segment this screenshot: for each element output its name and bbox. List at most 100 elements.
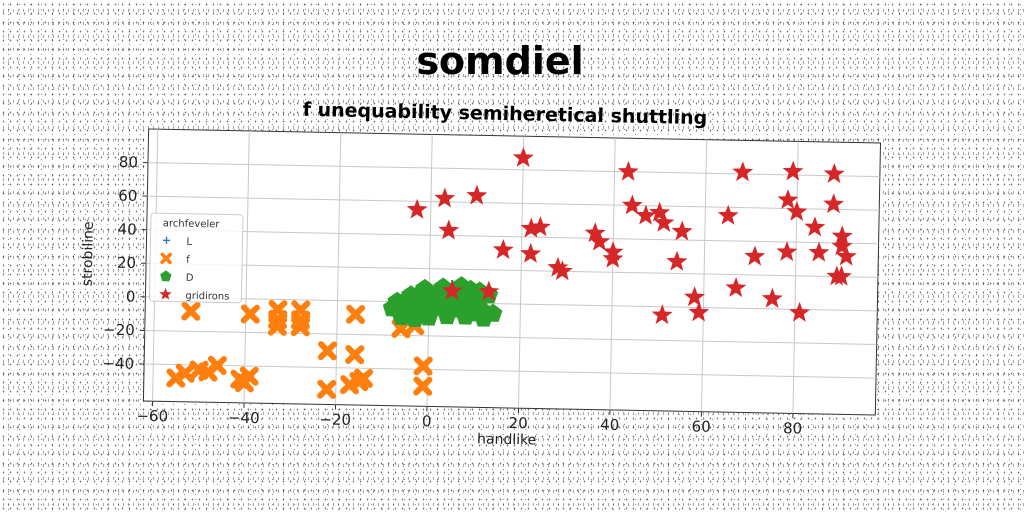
data-point — [512, 146, 534, 168]
data-point — [345, 345, 365, 365]
y-axis-label: strobiline — [80, 221, 97, 286]
x-grid-line — [517, 136, 525, 409]
y-grid-line — [147, 162, 880, 178]
data-point — [239, 366, 259, 386]
x-grid-line — [792, 141, 799, 414]
data-point — [175, 363, 195, 383]
y-grid-line — [145, 296, 878, 312]
x-tick-label: 20 — [508, 414, 527, 432]
y-grid-line — [146, 229, 879, 245]
data-point — [290, 317, 311, 337]
x-tick-label: 40 — [600, 416, 619, 434]
y-grid-line — [147, 195, 880, 211]
data-point — [789, 301, 810, 322]
series-D — [382, 276, 503, 328]
data-point — [584, 222, 606, 243]
data-point — [438, 219, 460, 240]
data-point — [830, 265, 852, 286]
y-tick-label: 60 — [118, 187, 137, 205]
data-point — [651, 304, 673, 325]
data-point — [551, 260, 573, 281]
data-point — [635, 204, 657, 225]
data-point — [804, 216, 826, 237]
y-tick-label: 40 — [117, 220, 136, 238]
data-point — [617, 160, 639, 181]
legend-entry: gridirons — [185, 291, 229, 303]
data-point — [478, 280, 500, 301]
y-tick-label: −20 — [103, 321, 135, 340]
x-grid-line — [700, 139, 708, 412]
data-point — [207, 355, 227, 376]
data-point — [649, 201, 671, 222]
data-point — [786, 200, 808, 221]
data-point — [831, 225, 853, 246]
data-point — [317, 341, 338, 361]
data-point — [776, 241, 798, 262]
x-tick-label: −20 — [319, 410, 351, 429]
data-point — [441, 279, 463, 300]
x-tick-label: 60 — [691, 417, 710, 435]
y-tick-label: −40 — [102, 354, 134, 373]
y-grid-line — [144, 329, 877, 345]
legend-entry: D — [186, 273, 194, 284]
data-point — [671, 220, 693, 241]
data-point — [653, 211, 675, 232]
series-f — [166, 299, 433, 399]
x-tick-label: 80 — [783, 419, 802, 437]
legend-marker — [159, 287, 172, 300]
data-point — [823, 193, 845, 214]
x-grid-line — [243, 130, 250, 403]
chart-title: somdiel — [416, 39, 583, 83]
data-point — [725, 277, 747, 298]
y-tick-label: 80 — [119, 153, 138, 171]
data-point — [808, 241, 830, 262]
data-point — [761, 287, 783, 308]
data-point — [415, 278, 435, 298]
data-point — [267, 316, 288, 336]
data-markers — [166, 146, 857, 399]
data-point — [621, 194, 643, 215]
chart-subtitle: f unequability semiheretical shuttling — [302, 99, 707, 129]
data-point — [406, 198, 428, 219]
data-point — [413, 376, 433, 396]
legend-entry: f — [186, 255, 190, 266]
legend-box — [148, 212, 244, 304]
y-grid-line — [144, 363, 877, 379]
data-point — [345, 304, 366, 324]
chart-titles: somdiel f unequability semiheretical shu… — [302, 39, 707, 129]
data-point — [391, 306, 411, 326]
x-tick-label: −40 — [228, 409, 260, 428]
x-tick-label: −60 — [136, 407, 168, 426]
data-point — [181, 301, 201, 321]
legend-marker — [160, 270, 172, 282]
y-tick-label: 0 — [126, 287, 136, 305]
data-point — [589, 230, 611, 251]
data-point — [240, 304, 260, 324]
data-point — [777, 189, 799, 210]
data-point — [413, 356, 433, 376]
y-grid-line — [146, 262, 878, 278]
data-point — [405, 308, 425, 328]
data-point — [602, 247, 624, 268]
series-gridirons — [406, 146, 857, 325]
data-point — [466, 184, 488, 205]
data-point — [666, 250, 688, 271]
x-tick-label: 0 — [422, 412, 432, 430]
plot-area: −60 −40 −20 0 20 40 60 80 −40 −20 0 20 40 60 80 archfe… — [80, 128, 882, 448]
legend-marker — [160, 252, 172, 265]
x-grid-line — [335, 132, 342, 405]
data-point — [437, 306, 457, 325]
data-point — [688, 301, 710, 322]
legend-marker — [162, 236, 171, 244]
data-point — [419, 307, 439, 326]
plot-background — [142, 128, 882, 416]
data-point — [547, 256, 569, 277]
data-point — [520, 242, 542, 263]
data-point — [483, 303, 503, 322]
x-grid-line — [609, 137, 616, 410]
data-point — [317, 379, 337, 399]
x-axis-label: handlike — [477, 431, 537, 448]
data-point — [520, 217, 542, 238]
